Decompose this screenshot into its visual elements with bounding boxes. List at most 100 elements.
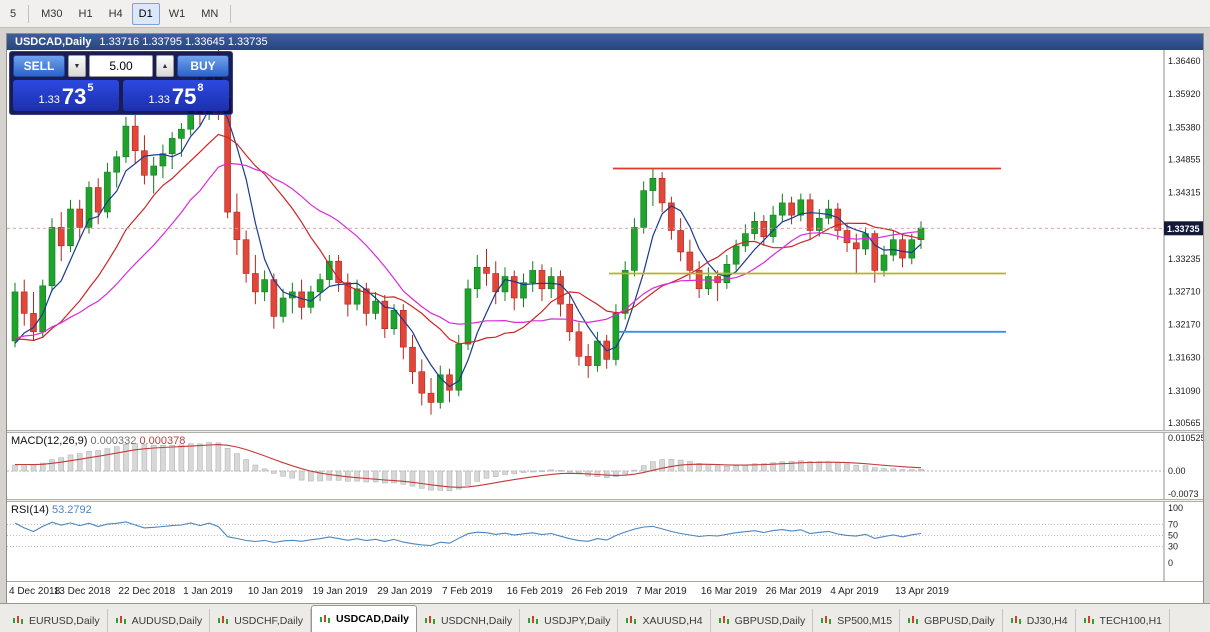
toolbar-separator <box>230 4 232 23</box>
candlestick-chart-icon <box>319 614 332 625</box>
chart-tab-label: GBPUSD,Daily <box>924 614 995 627</box>
volume-input[interactable] <box>89 55 153 77</box>
svg-text:1.30565: 1.30565 <box>1168 418 1201 428</box>
volume-decrease-button[interactable]: ▼ <box>68 55 86 77</box>
one-click-trading-panel: SELL ▼ ▲ BUY 1.33 73 5 1.33 75 8 <box>9 51 233 115</box>
svg-text:50: 50 <box>1168 531 1178 541</box>
svg-text:1.32710: 1.32710 <box>1168 286 1201 296</box>
timeframe-button-d1[interactable]: D1 <box>131 2 160 25</box>
macd-value-main: 0.000332 <box>90 435 137 447</box>
chart-tab-usdchf-daily[interactable]: USDCHF,Daily <box>210 609 312 632</box>
chart-tab-usdjpy-daily[interactable]: USDJPY,Daily <box>520 609 619 632</box>
chart-tab-label: SP500,M15 <box>837 614 893 627</box>
macd-name: MACD(12,26,9) <box>11 435 88 447</box>
timeframe-button-h4[interactable]: H4 <box>108 7 123 20</box>
timeframe-button-5[interactable]: 5 <box>10 7 17 20</box>
svg-text:1.32170: 1.32170 <box>1168 319 1201 329</box>
svg-text:0.00: 0.00 <box>1168 466 1186 476</box>
chart-tab-label: USDCHF,Daily <box>234 614 304 627</box>
candlestick-chart-icon <box>115 615 128 626</box>
down-arrow-icon: ▼ <box>73 62 81 70</box>
svg-text:1.34315: 1.34315 <box>1168 188 1201 198</box>
price-axis[interactable]: 1.36460 1.35920 1.35380 1.34855 1.34315 1.337… <box>1168 56 1201 428</box>
svg-text:1.31090: 1.31090 <box>1168 386 1201 396</box>
rsi-label: RSI(14) 53.2792 <box>11 504 92 516</box>
date-axis[interactable]: 4 Dec 2018 13 Dec 2018 22 Dec 2018 1 Jan 20… <box>7 581 1203 603</box>
bid-point: 5 <box>87 82 94 94</box>
date-axis-label: 16 Mar 2019 <box>700 586 758 597</box>
date-axis-label: 4 Dec 2018 <box>9 586 61 597</box>
up-arrow-icon: ▲ <box>161 62 169 70</box>
svg-text:100: 100 <box>1168 503 1183 513</box>
chart-tab-xauusd-h4[interactable]: XAUUSD,H4 <box>618 609 711 632</box>
date-axis-label: 13 Apr 2019 <box>895 586 949 597</box>
volume-increase-button[interactable]: ▲ <box>156 55 174 77</box>
svg-text:1.33235: 1.33235 <box>1168 254 1201 264</box>
candlestick-chart-icon <box>907 615 920 626</box>
chart-tab-usdcad-daily[interactable]: USDCAD,Daily <box>311 605 417 632</box>
chart-tab-sp500-m15[interactable]: SP500,M15 <box>813 609 901 632</box>
candlestick-chart-icon <box>1083 615 1096 626</box>
date-axis-label: 19 Jan 2019 <box>312 586 368 597</box>
macd-signal-line <box>14 444 922 488</box>
toolbar-separator <box>28 4 30 23</box>
macd-value-signal: 0.000378 <box>139 435 186 447</box>
main-price-chart[interactable]: 1.364601.359201.353801.348551.343151.337… <box>7 50 1203 430</box>
moving-average-line-20 <box>14 162 922 339</box>
timeframe-button-h1[interactable]: H1 <box>78 7 93 20</box>
ask-figure: 1.33 <box>148 94 170 106</box>
timeframe-button-m30[interactable]: M30 <box>41 7 63 20</box>
timeframe-toolbar: 5 M30 H1 H4 D1 W1 MN <box>0 0 1210 28</box>
date-axis-label: 1 Jan 2019 <box>183 586 233 597</box>
sell-button[interactable]: SELL <box>13 55 65 77</box>
date-axis-label: 16 Feb 2019 <box>506 586 563 597</box>
moving-average-line-13 <box>14 133 922 345</box>
rsi-value: 53.2792 <box>51 504 92 516</box>
chart-tab-usdcnh-daily[interactable]: USDCNH,Daily <box>417 609 521 632</box>
panel-splitter[interactable] <box>7 430 1203 433</box>
svg-text:1.35380: 1.35380 <box>1168 122 1201 132</box>
chart-tab-eurusd-daily[interactable]: EURUSD,Daily <box>5 609 108 632</box>
svg-text:0.010525: 0.010525 <box>1168 433 1203 443</box>
buy-button[interactable]: BUY <box>177 55 229 77</box>
chart-symbol-title: USDCAD,Daily <box>15 36 92 48</box>
timeframe-button-mn[interactable]: MN <box>201 7 219 20</box>
ask-price-display[interactable]: 1.33 75 8 <box>123 80 229 111</box>
candlestick-chart-icon <box>527 615 540 626</box>
current-price-tag-text: 1.33735 <box>1167 224 1200 234</box>
current-price-tag <box>1164 221 1203 236</box>
candlestick-chart-icon <box>718 615 731 626</box>
chart-title-bar: USDCAD,Daily 1.33716 1.33795 1.33645 1.3… <box>7 34 1203 50</box>
chart-tab-gbpusd-daily[interactable]: GBPUSD,Daily <box>900 609 1003 632</box>
macd-label: MACD(12,26,9) 0.000332 0.000378 <box>11 435 185 447</box>
candlestick-chart-icon <box>625 615 638 626</box>
panel-splitter[interactable] <box>7 499 1203 502</box>
bid-price-display[interactable]: 1.33 73 5 <box>13 80 119 111</box>
timeframe-button-w1[interactable]: W1 <box>168 7 186 20</box>
chart-tab-label: USDCAD,Daily <box>336 613 409 625</box>
date-axis-label: 22 Dec 2018 <box>118 586 176 597</box>
svg-text:1.35920: 1.35920 <box>1168 89 1201 99</box>
candles-layer <box>11 50 925 415</box>
chart-tab-label: TECH100,H1 <box>1099 614 1162 627</box>
chart-tab-label: XAUUSD,H4 <box>642 614 703 627</box>
candlestick-chart-icon <box>217 615 230 626</box>
date-axis-label: 26 Mar 2019 <box>765 586 822 597</box>
candlestick-chart-icon <box>1010 615 1023 626</box>
moving-average-line-5 <box>14 100 922 388</box>
chart-tab-tech100-h1[interactable]: TECH100,H1 <box>1076 609 1170 632</box>
svg-text:0: 0 <box>1168 558 1173 568</box>
macd-axis[interactable]: 0.010525 0.00 -0.0073 <box>1168 433 1203 499</box>
chart-tab-audusd-daily[interactable]: AUDUSD,Daily <box>108 609 211 632</box>
chart-tab-dj30-h4[interactable]: DJ30,H4 <box>1003 609 1076 632</box>
chart-tab-label: AUDUSD,Daily <box>131 614 203 627</box>
chart-ohlc-quote: 1.33716 1.33795 1.33645 1.33735 <box>99 36 268 48</box>
chart-tab-label: GBPUSD,Daily <box>734 614 806 627</box>
chart-tab-gbpusd-daily[interactable]: GBPUSD,Daily <box>711 609 814 632</box>
macd-indicator-panel[interactable]: 0.010525 0.00 -0.0073 <box>7 433 1203 499</box>
svg-text:30: 30 <box>1168 542 1178 552</box>
date-axis-label: 10 Jan 2019 <box>247 586 303 597</box>
